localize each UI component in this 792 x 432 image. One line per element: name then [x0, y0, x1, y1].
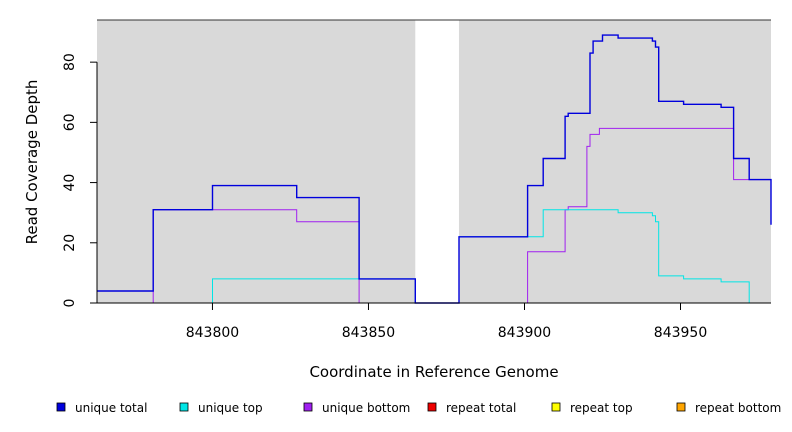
y-tick-label: 60: [62, 113, 78, 131]
y-tick-label: 80: [62, 53, 78, 71]
legend-label: repeat bottom: [695, 401, 781, 415]
x-tick-label: 843850: [342, 325, 395, 341]
x-axis-title: Coordinate in Reference Genome: [309, 363, 558, 381]
y-tick-label: 40: [62, 174, 78, 192]
legend-label: repeat top: [570, 401, 633, 415]
legend-swatch: [427, 402, 437, 412]
legend-item: unique total: [56, 401, 147, 415]
legend-item: unique top: [179, 401, 263, 415]
legend-label: unique total: [75, 401, 147, 415]
plot-panel-left: [97, 20, 416, 303]
legend-swatch: [551, 402, 561, 412]
legend-item: unique bottom: [303, 401, 410, 415]
x-axis: 843800 843850 843900 843950: [97, 302, 771, 341]
y-axis: 0 20 40 60 80: [62, 53, 98, 308]
y-tick-label: 20: [62, 234, 78, 252]
y-tick-label: 0: [62, 299, 78, 308]
legend-swatch: [303, 402, 313, 412]
plot-panel-right: [458, 20, 771, 303]
legend-swatch: [676, 402, 686, 412]
y-axis-title: Read Coverage Depth: [23, 80, 41, 245]
x-tick-label: 843800: [186, 325, 239, 341]
legend-item: repeat bottom: [676, 401, 781, 415]
legend: unique total unique top unique bottom repea…: [56, 401, 781, 415]
plot-panels: [97, 19, 771, 303]
legend-label: unique top: [198, 401, 263, 415]
legend-swatch: [179, 402, 189, 412]
series-line-unique-total: [97, 34, 772, 304]
legend-item: repeat total: [427, 401, 516, 415]
legend-swatch: [56, 402, 66, 412]
x-tick-label: 843900: [498, 325, 551, 341]
legend-label: unique bottom: [322, 401, 410, 415]
legend-item: repeat top: [551, 401, 633, 415]
x-tick-label: 843950: [654, 325, 707, 341]
legend-label: repeat total: [446, 401, 516, 415]
